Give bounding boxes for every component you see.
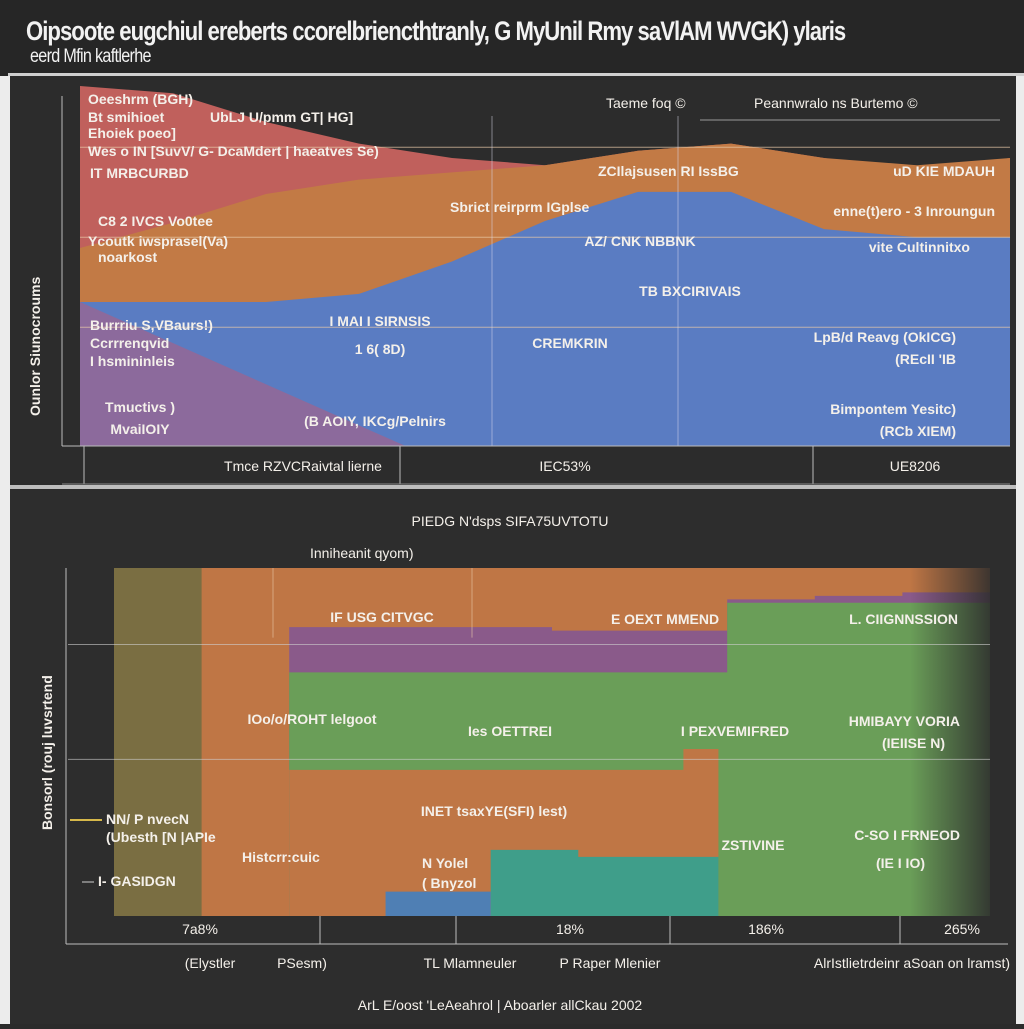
area-annotation: I- GASIDGN xyxy=(98,873,176,889)
area-annotation: 1 6( 8D) xyxy=(355,341,406,357)
area-annotation: enne(t)ero - 3 Inroungun xyxy=(833,203,995,219)
area-annotation: NN/ P nvecN xyxy=(106,811,189,827)
page-subtitle: eerd Mfin kaftlerhe xyxy=(30,46,152,67)
x-category-label: (Elystler xyxy=(185,955,236,971)
area-annotation: MvaiIOIY xyxy=(110,421,170,437)
area-annotation: IOo/o/ROHT lelgoot xyxy=(247,711,376,727)
chart-panel-bottom: PIEDG N'dsps SIFA75UVTOTU Inniheanit qyo… xyxy=(10,490,1016,1024)
chart-panel-top: Taeme foq © Peannwralo ns Burtemo © Ounl… xyxy=(10,76,1016,486)
area-annotation: LpB/d Reavg (OkICG) xyxy=(814,329,956,345)
area-annotation: (Ubesth [N |APIe xyxy=(106,829,216,845)
area-annotation: ZCIlajsusen RI IssBG xyxy=(598,163,739,179)
y-axis-label: Ounlor Siunocroums xyxy=(27,277,43,416)
area-series-blue xyxy=(385,891,491,916)
area-annotation: I MAI I SIRNSIS xyxy=(329,313,430,329)
area-annotation: Oeeshrm (BGH) xyxy=(88,91,193,107)
area-annotation: Ycoutk iwsprasel(Va) xyxy=(88,233,228,249)
area-annotation: (IEIISE N) xyxy=(882,735,945,751)
x-tick-label: 7a8% xyxy=(182,921,218,937)
area-annotation: I hsmininleis xyxy=(90,353,175,369)
area-annotation: Ehoiek poeo] xyxy=(88,125,176,141)
x-tick-label: IEC53% xyxy=(539,458,590,474)
area-annotation: Burrriu S,VBaurs!) xyxy=(90,317,213,333)
panel-divider xyxy=(10,485,1016,489)
area-annotation: ZSTIVINE xyxy=(721,837,784,853)
chart-subtitle: Inniheanit qyom) xyxy=(310,545,414,561)
area-annotation: UbLJ U/pmm GT| HG] xyxy=(210,109,353,125)
area-annotation: IT MRBCURBD xyxy=(90,165,189,181)
area-annotation: (REcII 'IB xyxy=(895,351,956,367)
area-series-olive xyxy=(114,568,202,916)
area-annotation: Ccrrrenqvid xyxy=(90,335,169,351)
x-category-label: PSesm) xyxy=(277,955,327,971)
area-annotation: E OEXT MMEND xyxy=(611,611,719,627)
x-tick-label: 265% xyxy=(944,921,980,937)
x-tick-label: 18% xyxy=(556,921,584,937)
x-tick-label: Tmce RZVCRaivtal lierne xyxy=(224,458,382,474)
edge-fade xyxy=(910,568,1000,916)
x-category-label: AlrIstlietrdeinr aSoan on lramst) xyxy=(814,955,1010,971)
x-category-label: P Raper Mlenier xyxy=(560,955,661,971)
area-annotation: Histcrr:cuic xyxy=(242,849,320,865)
chart-title: PIEDG N'dsps SIFA75UVTOTU xyxy=(412,513,609,529)
area-annotation: Tmuctivs ) xyxy=(105,399,175,415)
area-annotation: uD KIE MDAUH xyxy=(893,163,995,179)
footer-credit: ArL E/oost 'LeAeahrol | Aboarler allCkau… xyxy=(358,997,643,1013)
area-series-1 xyxy=(80,191,1010,446)
header-divider xyxy=(8,73,1024,76)
area-annotation: ( Bnyzol xyxy=(422,875,476,891)
area-annotation: CREMKRIN xyxy=(532,335,607,351)
page-header: Oipsoote eugchiul ereberts ccorelbrienct… xyxy=(0,0,1024,76)
legend-item: Taeme foq © xyxy=(606,95,686,111)
legend-item: Peannwralo ns Burtemo © xyxy=(754,95,918,111)
area-annotation: Sbrict reirprm IGplse xyxy=(450,199,589,215)
area-annotation: (RCb XIEM) xyxy=(880,423,956,439)
area-annotation: (B AOIY, IKCg/Pelnirs xyxy=(304,413,446,429)
area-annotation: (IE I IO) xyxy=(876,855,925,871)
area-annotation: L. CIIGNNSSION xyxy=(849,611,958,627)
area-annotation: N Yolel xyxy=(422,855,468,871)
top-area-chart: Taeme foq © Peannwralo ns Burtemo © Ounl… xyxy=(27,86,1010,485)
x-category-label: TL Mlamneuler xyxy=(424,955,517,971)
bottom-area-chart: PIEDG N'dsps SIFA75UVTOTU Inniheanit qyo… xyxy=(39,513,1010,1013)
area-series-teal xyxy=(490,849,719,916)
window-edge-left xyxy=(0,76,10,1024)
area-annotation: HMIBAYY VORIA xyxy=(849,713,960,729)
area-annotation: Ies OETTREI xyxy=(468,723,552,739)
area-annotation: Wes o IN [SuvV/ G- DcaMdert | haeatves S… xyxy=(88,143,379,159)
area-annotation: C8 2 IVCS Vo0tee xyxy=(98,213,213,229)
area-annotation: Bimpontem Yesitc) xyxy=(830,401,956,417)
area-annotation: INET tsaxYE(SFI) lest) xyxy=(421,803,567,819)
area-annotation: AZ/ CNK NBBNK xyxy=(584,233,695,249)
area-annotation: C-SO I FRNEOD xyxy=(854,827,960,843)
x-tick-label: UE8206 xyxy=(890,458,941,474)
area-annotation: noarkost xyxy=(98,249,157,265)
area-annotation: IF USG CITVGC xyxy=(330,609,433,625)
area-annotation: vite Cultinnitxo xyxy=(869,239,970,255)
area-annotation: Bt smihioet xyxy=(88,109,165,125)
page-title: Oipsoote eugchiul ereberts ccorelbrienct… xyxy=(26,16,846,46)
y-axis-label: Bonsorl (rouj luvsrtend xyxy=(39,675,55,830)
window-edge-right xyxy=(1016,76,1024,1024)
area-annotation: I PEXVEMIFRED xyxy=(681,723,789,739)
area-annotation: TB BXCIRIVAIS xyxy=(639,283,741,299)
x-tick-label: 186% xyxy=(748,921,784,937)
